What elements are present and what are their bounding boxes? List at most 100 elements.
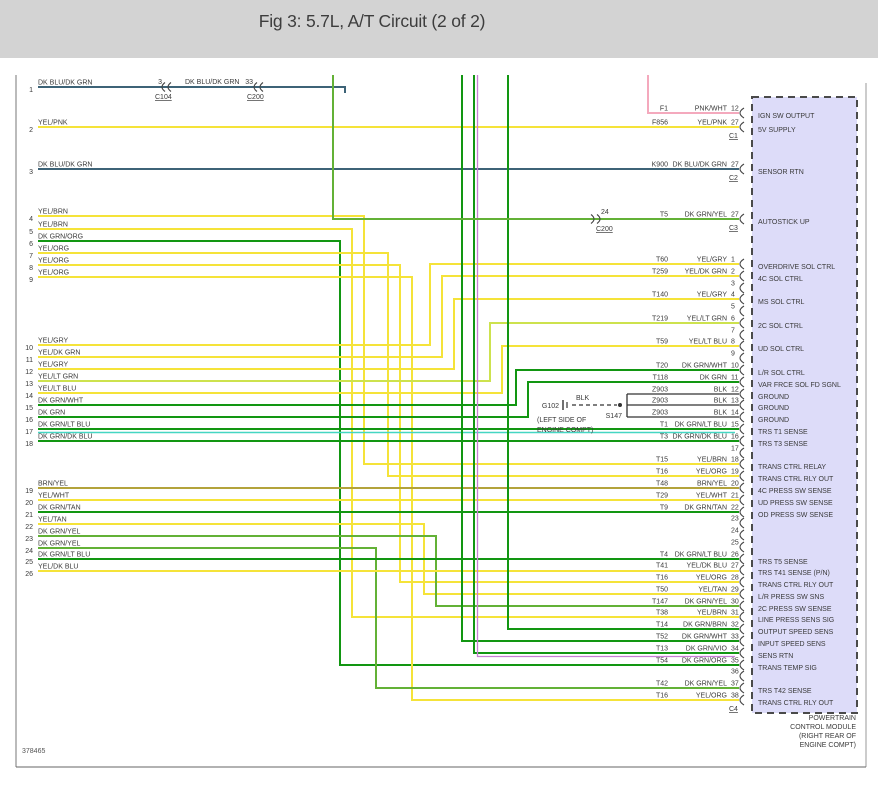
pin-wire-color-label: YEL/ORG	[696, 693, 727, 700]
pin-function-label: OVERDRIVE SOL CTRL	[758, 264, 835, 271]
wire-top-feed-sens-rtn-vio-trace	[476, 75, 735, 658]
splice-dot	[618, 403, 622, 407]
pin-circuit-id: T15	[656, 457, 668, 464]
pin-number: 27	[731, 563, 739, 570]
pin-number: 14	[731, 410, 739, 417]
pin-number: 4	[731, 292, 735, 299]
pin-arc	[739, 411, 745, 423]
inline-connector-pin: 33	[245, 79, 253, 86]
pin-connector-id[interactable]: C1	[729, 133, 738, 140]
pin-arc	[739, 399, 745, 411]
pin-circuit-id: T16	[656, 693, 668, 700]
pin-function-label: TRANS CTRL RLY OUT	[758, 700, 834, 707]
pin-arc	[739, 293, 745, 305]
pin-number: 10	[731, 363, 739, 370]
pin-number: 15	[731, 422, 739, 429]
left-wire-color-label: DK GRN/YEL	[38, 529, 81, 536]
pin-number: 27	[731, 212, 739, 219]
pin-arc	[739, 529, 745, 541]
pin-circuit-id: Z903	[652, 387, 668, 394]
ground-id-label: G102	[542, 403, 559, 410]
pin-circuit-id: T16	[656, 469, 668, 476]
pin-function-label: TRS T3 SENSE	[758, 441, 808, 448]
pin-arc	[739, 494, 745, 506]
pin-function-label: GROUND	[758, 417, 789, 424]
left-wire-color-label: DK GRN	[38, 410, 65, 417]
pin-circuit-id: T38	[656, 610, 668, 617]
inline-connector-id[interactable]: C104	[155, 94, 172, 101]
pin-arc	[739, 258, 745, 270]
pin-number: 34	[731, 646, 739, 653]
pin-circuit-id: T14	[656, 622, 668, 629]
pin-function-label: GROUND	[758, 405, 789, 412]
pin-wire-color-label: YEL/ORG	[696, 469, 727, 476]
pin-number: 2	[731, 269, 735, 276]
left-wire-color-label: YEL/LT BLU	[38, 386, 76, 393]
left-wire-color-label: DK GRN/TAN	[38, 505, 81, 512]
left-row-number: 12	[25, 369, 33, 376]
pin-wire-color-label: DK GRN/YEL	[685, 599, 728, 606]
pin-number: 22	[731, 505, 739, 512]
left-wire-color-label: YEL/ORG	[38, 258, 69, 265]
figure-title: Fig 3: 5.7L, A/T Circuit (2 of 2)	[258, 11, 486, 31]
left-wire-color-label: YEL/GRY	[38, 338, 69, 345]
pin-arc	[739, 506, 745, 518]
pin-arc	[739, 282, 745, 294]
pin-number: 11	[731, 375, 738, 382]
left-wire-color-label: DK GRN/LT BLU	[38, 552, 90, 559]
left-row-number: 9	[29, 277, 33, 284]
drawing-number: 378465	[22, 748, 46, 755]
pin-arc	[739, 121, 745, 133]
pin-function-label: TRANS CTRL RELAY	[758, 464, 826, 471]
left-row-number: 15	[25, 405, 33, 412]
pin-wire-color-label: YEL/TAN	[698, 587, 727, 594]
pin-wire-color-label: DK GRN/YEL	[685, 212, 728, 219]
inline-connector-id[interactable]: C200	[247, 94, 264, 101]
pin-function-label: IGN SW OUTPUT	[758, 113, 815, 120]
pin-function-label: 4C SOL CTRL	[758, 276, 803, 283]
left-row-number: 24	[25, 548, 33, 555]
pin-wire-color-label: DK GRN/LT BLU	[675, 552, 727, 559]
wire-color-label: DK BLU/DK GRN	[185, 79, 239, 86]
pin-circuit-id: T9	[660, 505, 668, 512]
pin-wire-color-label: YEL/PNK	[697, 120, 727, 127]
pin-connector-id[interactable]: C4	[729, 706, 738, 713]
left-row-number: 14	[25, 393, 33, 400]
left-row-number: 21	[25, 512, 33, 519]
pin-arc	[739, 541, 745, 553]
pin-function-label: TRANS CTRL RLY OUT	[758, 582, 834, 589]
left-row-number: 8	[29, 265, 33, 272]
pin-function-label: 2C PRESS SW SENSE	[758, 606, 832, 613]
pin-arc	[739, 340, 745, 352]
pin-circuit-id: T59	[656, 339, 668, 346]
pin-arc	[739, 270, 745, 282]
left-wire-color-label: YEL/LT GRN	[38, 374, 78, 381]
pin-arc	[739, 435, 745, 447]
pin-circuit-id: T219	[652, 316, 668, 323]
pin-function-label: MS SOL CTRL	[758, 299, 805, 306]
left-wire-color-label: DK GRN/ORG	[38, 234, 83, 241]
pin-connector-id[interactable]: C2	[729, 175, 738, 182]
pin-function-label: TRANS CTRL RLY OUT	[758, 476, 834, 483]
module-name-line: (RIGHT REAR OF	[799, 733, 856, 740]
pin-function-label: L/R PRESS SW SNS	[758, 594, 824, 601]
pin-arc	[739, 305, 745, 317]
inline-connector-id[interactable]: C200	[596, 226, 613, 233]
pin-number: 7	[731, 328, 735, 335]
connector-arc-c104	[167, 82, 172, 92]
pin-connector-id[interactable]: C3	[729, 225, 738, 232]
pin-arc	[739, 364, 745, 376]
pin-number: 12	[731, 387, 739, 394]
pin-number: 33	[731, 634, 739, 641]
pin-arc	[739, 588, 745, 600]
pin-arc	[739, 163, 745, 175]
pin-wire-color-label: YEL/LT BLU	[689, 339, 727, 346]
left-row-number: 10	[25, 345, 33, 352]
left-wire-color-label: YEL/ORG	[38, 246, 69, 253]
pin-number: 36	[731, 669, 739, 676]
pin-circuit-id: T60	[656, 257, 668, 264]
splice-id-label: S147	[606, 413, 622, 420]
pin-wire-color-label: DK GRN/VIO	[686, 646, 728, 653]
connector-arc-c104	[161, 82, 166, 92]
pin-circuit-id: T52	[656, 634, 668, 641]
